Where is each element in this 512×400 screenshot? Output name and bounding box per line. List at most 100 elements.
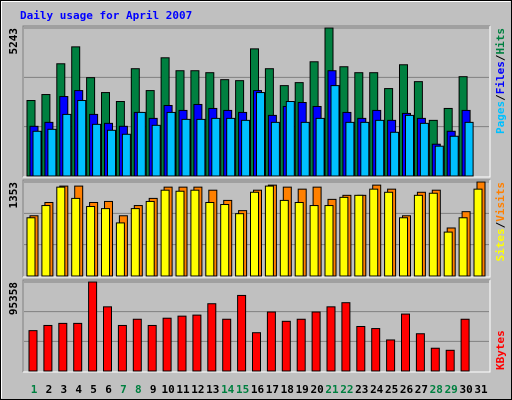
x-tick-label: 28: [430, 383, 443, 396]
bar: [235, 213, 245, 277]
bar: [369, 188, 379, 277]
bar: [151, 124, 161, 177]
bar: [371, 328, 381, 372]
bar: [77, 100, 87, 177]
legend-entry: KBytes: [494, 330, 507, 370]
x-tick-label: 10: [161, 383, 174, 396]
bar: [241, 119, 251, 177]
x-tick-label: 17: [266, 383, 279, 396]
x-tick-label: 1: [31, 383, 38, 396]
legend-separator: /: [494, 54, 507, 61]
bar: [166, 111, 176, 177]
bar: [86, 206, 96, 277]
bar: [460, 318, 470, 372]
bar: [222, 318, 232, 372]
bar: [115, 222, 125, 277]
x-tick-label: 16: [251, 383, 265, 396]
bar: [71, 197, 81, 277]
legend: Pages/Files/Hits: [494, 28, 507, 134]
legend-entry: Files: [494, 61, 507, 94]
chart-title: Daily usage for April 2007: [20, 9, 192, 22]
x-tick-label: 25: [385, 383, 398, 396]
bar: [300, 121, 310, 177]
bar: [384, 191, 394, 277]
bar: [62, 113, 72, 177]
bar: [281, 320, 291, 372]
bar: [130, 208, 140, 277]
panel-bevel: [22, 179, 490, 277]
bar: [211, 117, 221, 177]
panel-bevel: [23, 180, 491, 278]
bar: [160, 189, 170, 277]
bar: [92, 123, 102, 177]
x-tick-label: 7: [120, 383, 127, 396]
legend: Sites/Visits: [494, 182, 507, 262]
legend-entry: Pages: [494, 101, 507, 134]
panel-bevel: [23, 280, 491, 373]
x-tick-label: 26: [400, 383, 414, 396]
legend-separator: /: [494, 94, 507, 101]
bar: [177, 315, 187, 372]
bar: [324, 205, 334, 277]
bar: [458, 217, 468, 277]
x-tick-label: 14: [221, 383, 235, 396]
legend-entry: Visits: [494, 182, 507, 222]
bar: [430, 347, 440, 372]
bar: [279, 199, 289, 277]
x-tick-label: 3: [60, 383, 67, 396]
x-tick-label: 5: [90, 383, 97, 396]
bar: [443, 231, 453, 277]
bar: [56, 186, 66, 277]
x-tick-label: 18: [281, 383, 294, 396]
bar: [345, 121, 355, 177]
legend-entry: Hits: [494, 28, 507, 55]
bar: [264, 185, 274, 277]
bar: [121, 133, 131, 177]
bar: [250, 191, 259, 277]
x-tick-label: 19: [296, 383, 309, 396]
bar: [101, 208, 110, 277]
bar: [419, 122, 429, 177]
bar: [309, 205, 319, 277]
legend-entry: Sites: [494, 228, 507, 261]
bar: [464, 121, 474, 177]
bar: [339, 196, 349, 277]
bar: [237, 294, 247, 372]
bar: [256, 92, 265, 177]
bar: [330, 85, 340, 177]
bar: [252, 332, 261, 372]
bar: [356, 325, 366, 372]
bar: [390, 131, 400, 177]
bar: [196, 118, 206, 177]
bar: [32, 130, 42, 177]
bar: [175, 190, 185, 277]
x-tick-label: 20: [310, 383, 323, 396]
bar: [296, 318, 306, 372]
x-tick-label: 12: [191, 383, 204, 396]
bar: [88, 281, 98, 372]
x-tick-label: 15: [236, 383, 249, 396]
bar: [41, 205, 51, 277]
x-tick-label: 29: [445, 383, 458, 396]
bar: [132, 318, 142, 372]
bar: [311, 311, 321, 372]
bar: [375, 119, 385, 177]
bar: [47, 128, 57, 177]
bar: [294, 201, 304, 277]
x-tick-label: 24: [370, 383, 384, 396]
legend-separator: /: [494, 221, 507, 228]
x-tick-label: 2: [46, 383, 53, 396]
bar: [405, 114, 414, 177]
x-tick-label: 30: [459, 383, 472, 396]
bar: [181, 118, 191, 177]
bar: [73, 322, 83, 372]
bar: [285, 101, 295, 177]
bar: [354, 194, 364, 277]
x-tick-label: 9: [150, 383, 157, 396]
x-tick-label: 8: [135, 383, 142, 396]
bar: [226, 117, 236, 177]
bar: [162, 317, 172, 372]
x-tick-label: 6: [105, 383, 112, 396]
